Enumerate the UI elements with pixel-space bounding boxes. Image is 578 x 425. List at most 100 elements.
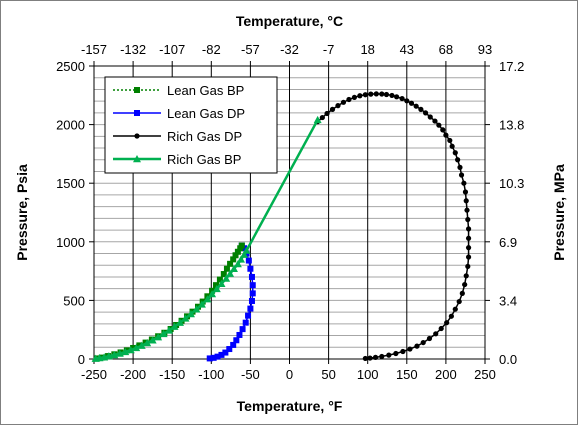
data-point (222, 274, 231, 282)
data-point (233, 260, 242, 268)
data-point (121, 347, 130, 356)
data-point (126, 346, 135, 354)
data-point (465, 226, 472, 232)
data-point (220, 271, 227, 278)
legend-entry: Rich Gas BP (113, 152, 241, 167)
data-point (436, 122, 442, 128)
data-point (373, 91, 379, 97)
legend: Lean Gas BP Lean Gas DP Rich Gas DP Rich Ga… (104, 76, 278, 174)
data-point (313, 115, 322, 124)
x-tick-label: 50 (321, 367, 335, 382)
right-y-tick-label: 0.0 (499, 352, 517, 367)
data-point (248, 273, 255, 280)
data-point (404, 98, 410, 104)
data-point (362, 92, 368, 98)
data-point (212, 284, 221, 293)
data-point (351, 94, 358, 101)
data-point (379, 353, 385, 360)
data-point (165, 326, 174, 334)
top-x-tick-label: 93 (478, 42, 492, 57)
x-tick-label: 100 (357, 367, 379, 382)
data-point (134, 133, 140, 139)
data-point (447, 137, 453, 144)
data-point (426, 335, 433, 342)
data-point (186, 309, 195, 318)
data-point (372, 354, 379, 360)
data-point (379, 91, 385, 97)
data-point (137, 341, 146, 349)
data-point (230, 256, 237, 263)
data-point (154, 333, 163, 341)
data-point (212, 282, 219, 289)
right-y-tick-label: 13.8 (499, 118, 524, 133)
data-point (222, 349, 229, 356)
data-point (462, 281, 468, 288)
data-point (335, 103, 341, 109)
legend-label: Lean Gas BP (167, 83, 244, 98)
data-point (216, 276, 223, 283)
data-point (210, 354, 217, 361)
data-point (206, 355, 213, 362)
data-point (461, 180, 467, 186)
data-point (239, 326, 246, 333)
data-point (346, 96, 352, 103)
right-y-axis-title: Pressure, MPa (551, 164, 567, 261)
x-tick-label: -200 (120, 367, 146, 382)
data-point (218, 351, 225, 358)
data-point (368, 91, 374, 97)
data-point (465, 245, 472, 251)
right-y-tick-label: 10.3 (499, 176, 524, 191)
data-point (319, 114, 325, 121)
y-tick-label: 2500 (56, 59, 85, 74)
y-tick-label: 1500 (56, 176, 85, 191)
top-x-tick-label: -107 (159, 42, 185, 57)
data-point (203, 295, 212, 303)
legend-entry: Lean Gas DP (113, 106, 245, 121)
data-point (362, 355, 368, 362)
data-point (455, 157, 461, 163)
data-point (143, 339, 152, 347)
legend-label: Rich Gas DP (167, 129, 242, 144)
data-point (432, 118, 438, 124)
data-point (383, 91, 390, 98)
top-x-tick-label: 18 (360, 42, 374, 57)
data-point (230, 341, 237, 348)
top-x-tick-label: -57 (241, 42, 260, 57)
data-point (465, 216, 471, 223)
data-point (199, 298, 206, 305)
data-point (217, 279, 226, 287)
data-point (192, 305, 201, 313)
data-point (148, 336, 157, 344)
x-tick-label: -250 (81, 367, 107, 382)
data-point (367, 355, 373, 361)
right-y-tick-label: 17.2 (499, 59, 524, 74)
top-x-tick-label: -82 (202, 42, 221, 57)
legend-label: Lean Gas DP (167, 106, 245, 121)
data-point (240, 250, 249, 258)
data-point (457, 164, 463, 170)
data-point (393, 350, 399, 357)
data-point (340, 99, 347, 105)
data-point (248, 297, 255, 304)
data-point (440, 127, 446, 133)
data-point (413, 103, 419, 109)
data-point (408, 100, 415, 106)
top-x-tick-label: -132 (120, 42, 146, 57)
data-point (229, 264, 238, 272)
series-group (91, 91, 472, 362)
data-point (464, 207, 470, 213)
data-point (227, 260, 234, 267)
data-point (134, 87, 140, 93)
data-point (400, 348, 406, 355)
data-point (234, 248, 241, 255)
data-point (452, 306, 458, 312)
data-point (458, 172, 465, 178)
data-point (242, 246, 251, 254)
data-point (242, 319, 249, 326)
data-point (448, 313, 454, 319)
data-point (324, 110, 330, 117)
data-point (438, 325, 444, 332)
x-tick-label: 250 (474, 367, 496, 382)
data-point (181, 314, 190, 322)
